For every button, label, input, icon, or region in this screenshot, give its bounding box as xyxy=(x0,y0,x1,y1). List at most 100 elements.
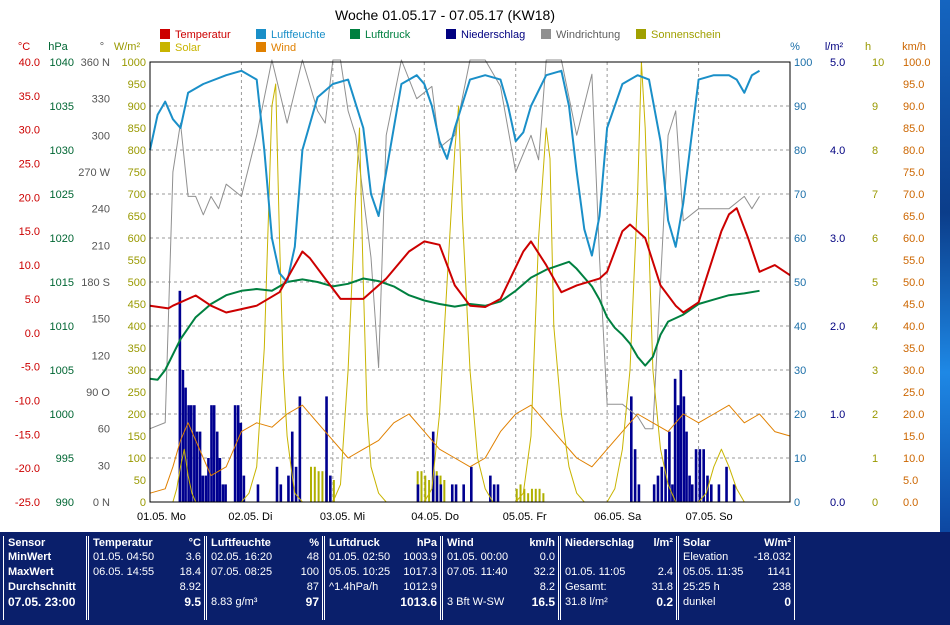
sunshine-duration: 25:25 h xyxy=(683,581,720,593)
solar-tick-label: 600 xyxy=(128,233,146,245)
pressure-unit-label: hPa xyxy=(48,41,68,53)
direction-tick-label: 0 N xyxy=(93,497,110,509)
rain-bar xyxy=(236,405,240,502)
rain-bar xyxy=(195,431,199,502)
solar-line xyxy=(150,61,745,503)
solar-tick-label: 400 xyxy=(128,321,146,333)
wind-tick-label: 80.0 xyxy=(903,145,924,157)
rain-bar xyxy=(256,484,260,502)
humidity-block: Luftfeuchte% 02.05. 16:20 48 07.05. 08:25… xyxy=(206,536,323,620)
rain-last: 0.2 xyxy=(656,595,673,609)
sunshine-bar xyxy=(317,471,320,502)
sensor-title: Sensor xyxy=(8,537,46,549)
wind-last: 16.5 xyxy=(531,595,555,609)
solar-tick-label: 700 xyxy=(128,189,146,201)
sunshine-bar xyxy=(420,471,423,502)
rain-bar xyxy=(462,484,465,502)
sun-tick-label: 1 xyxy=(872,453,878,465)
temp-tick-label: -25.0 xyxy=(15,497,40,509)
legend-label: Windrichtung xyxy=(556,29,620,41)
wind-max-time: 07.05. 11:40 xyxy=(447,566,508,578)
rain-bar xyxy=(690,484,694,502)
sun-tick-label: 10 xyxy=(872,57,884,69)
rain-unit: l/m² xyxy=(653,537,673,549)
rain-bar xyxy=(187,405,190,502)
rain-bar xyxy=(201,475,205,502)
humidity-tick-label: 70 xyxy=(794,189,806,201)
rain-bar xyxy=(439,484,443,502)
sensor-block: Sensor MinWert MaxWert Durchschnitt 07.0… xyxy=(3,536,87,620)
sunshine-value: 238 xyxy=(772,581,791,593)
solar-max: 1141 xyxy=(767,566,791,578)
legend-swatch xyxy=(256,29,266,39)
temp-tick-label: -10.0 xyxy=(15,395,40,407)
legend-swatch xyxy=(541,29,551,39)
temp-tick-label: 30.0 xyxy=(19,125,40,137)
rain-bar xyxy=(450,484,454,502)
humidity-last: 97 xyxy=(305,595,319,609)
rain-block: Niederschlag l/m² 01.05. 11:05 2.4 Gesamt:… xyxy=(560,536,677,620)
legend-label: Luftdruck xyxy=(365,29,411,41)
wind-tick-label: 25.0 xyxy=(903,387,924,399)
rain-total-label: Gesamt: xyxy=(565,581,607,593)
x-label: 04.05. Do xyxy=(411,511,459,523)
rain-bar xyxy=(242,475,246,502)
sunshine-bar xyxy=(519,484,522,502)
temperature-last: 9.5 xyxy=(184,595,201,609)
rain-bar xyxy=(637,484,641,502)
x-axis-labels: 01.05. Mo 02.05. Di 03.05. Mi 04.05. Do 05.0… xyxy=(137,511,733,523)
wind-tick-label: 85.0 xyxy=(903,123,924,135)
wind-tick-label: 50.0 xyxy=(903,277,924,289)
x-label: 06.05. Sa xyxy=(594,511,642,523)
rain-bar xyxy=(218,458,222,502)
humidity-line xyxy=(149,69,761,283)
wind-tick-label: 40.0 xyxy=(903,321,924,333)
legend-swatch xyxy=(160,29,170,39)
wind-tick-label: 100.0 xyxy=(903,57,931,69)
temp-tick-label: 5.0 xyxy=(25,294,40,306)
wind-unit: km/h xyxy=(529,537,555,549)
wind-tick-label: 45.0 xyxy=(903,299,924,311)
rain-bar xyxy=(221,484,225,502)
pressure-unit: hPa xyxy=(416,537,437,549)
wind-block: Wind km/h 01.05. 00:00 0.0 07.05. 11:40 32.… xyxy=(442,536,559,620)
wind-tick-label: 75.0 xyxy=(903,167,924,179)
pressure-tick-label: 1035 xyxy=(50,101,74,113)
pressure-tick-label: 1040 xyxy=(50,57,74,69)
solar-tick-label: 750 xyxy=(128,167,146,179)
rain-tick-label: 0.0 xyxy=(830,497,845,509)
sunshine-bar xyxy=(530,488,533,502)
rain-bar xyxy=(239,422,243,502)
rain-bar xyxy=(688,475,691,502)
durchschnitt-label: Durchschnitt xyxy=(8,581,76,593)
rain-tick-label: 4.0 xyxy=(830,145,845,157)
humidity-tick-label: 100 xyxy=(794,57,812,69)
wind-title: Wind xyxy=(447,537,474,549)
rain-bar xyxy=(212,405,216,502)
solar-max-time: 05.05. 11:35 xyxy=(683,566,744,578)
humidity-avg: 87 xyxy=(306,581,319,593)
pressure-last: 1013.6 xyxy=(400,595,437,609)
direction-tick-label: 330 xyxy=(92,94,110,106)
desktop-background-strip xyxy=(940,0,950,532)
solar-tick-label: 800 xyxy=(128,145,146,157)
wind-tick-label: 95.0 xyxy=(903,79,924,91)
pressure-trend: ^1.4hPa/h xyxy=(329,581,379,593)
direction-tick-label: 60 xyxy=(98,424,110,436)
rain-bar xyxy=(633,449,637,502)
temp-tick-label: 25.0 xyxy=(19,159,40,171)
direction-unit-label: ° xyxy=(100,41,104,53)
rain-total-text: 31.8 l/m² xyxy=(565,596,608,608)
sunshine-bar xyxy=(542,493,545,502)
wind-tick-label: 15.0 xyxy=(903,431,924,443)
rain-tick-label: 1.0 xyxy=(830,409,845,421)
wind-tick-label: 60.0 xyxy=(903,233,924,245)
pressure-tick-label: 1025 xyxy=(50,189,74,201)
solar-tick-label: 0 xyxy=(140,497,146,509)
legend-label: Luftfeuchte xyxy=(271,29,325,41)
sunshine-bar xyxy=(523,488,526,502)
temp-tick-label: 15.0 xyxy=(19,226,40,238)
rain-bar xyxy=(470,466,473,502)
pressure-tick-label: 995 xyxy=(56,453,74,465)
rain-bar xyxy=(676,405,680,502)
